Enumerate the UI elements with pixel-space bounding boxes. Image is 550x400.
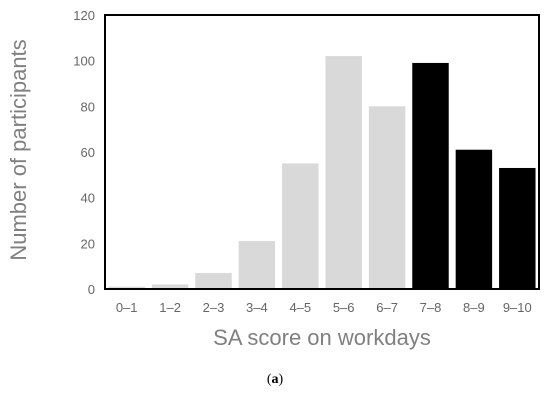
x-axis-title: SA score on workdays xyxy=(213,325,431,350)
bar-8–9 xyxy=(455,149,493,289)
bar-0–1 xyxy=(108,286,145,289)
x-tick-label: 7–8 xyxy=(420,300,442,315)
plot-frame xyxy=(104,14,540,290)
bar-5–6 xyxy=(325,56,362,289)
x-tick-labels: 0–1 1–2 2–3 3–4 4–5 5–6 6–7 7–8 8–9 9–10 xyxy=(116,300,532,315)
y-axis-title: Number of participants xyxy=(6,39,31,260)
bar-9–10 xyxy=(499,167,536,289)
bar-1–2 xyxy=(151,284,189,289)
x-tick-label: 2–3 xyxy=(203,300,225,315)
y-tick-label: 100 xyxy=(73,54,95,69)
bars-group xyxy=(108,56,536,290)
y-tick-labels: 0 20 40 60 80 100 120 xyxy=(73,8,95,297)
caption-label: a xyxy=(271,372,279,387)
x-tick-label: 6–7 xyxy=(376,300,398,315)
y-tick-label: 60 xyxy=(81,145,95,160)
x-tick-label: 9–10 xyxy=(503,300,532,315)
bar-7–8 xyxy=(412,62,449,290)
y-tick-label: 120 xyxy=(73,8,95,23)
y-tick-label: 20 xyxy=(81,236,95,251)
x-tick-label: 4–5 xyxy=(289,300,311,315)
x-tick-label: 1–2 xyxy=(159,300,181,315)
x-tick-label: 0–1 xyxy=(116,300,138,315)
x-tick-label: 8–9 xyxy=(463,300,485,315)
figure-caption: (a) xyxy=(0,372,550,388)
y-tick-label: 80 xyxy=(81,99,95,114)
y-tick-label: 40 xyxy=(81,191,95,206)
y-tick-label: 0 xyxy=(88,282,95,297)
bar-2–3 xyxy=(195,273,232,289)
bar-4–5 xyxy=(282,163,319,289)
x-tick-label: 3–4 xyxy=(246,300,268,315)
bar-6–7 xyxy=(368,106,406,289)
bar-chart: 0 20 40 60 80 100 120 0–1 1–2 2–3 3–4 4–5 5–6 6–7 7–8… xyxy=(6,8,540,350)
bar-3–4 xyxy=(238,241,276,289)
caption-open-paren: ( xyxy=(266,372,272,387)
caption-close-paren: ) xyxy=(278,372,284,387)
x-tick-label: 5–6 xyxy=(333,300,355,315)
